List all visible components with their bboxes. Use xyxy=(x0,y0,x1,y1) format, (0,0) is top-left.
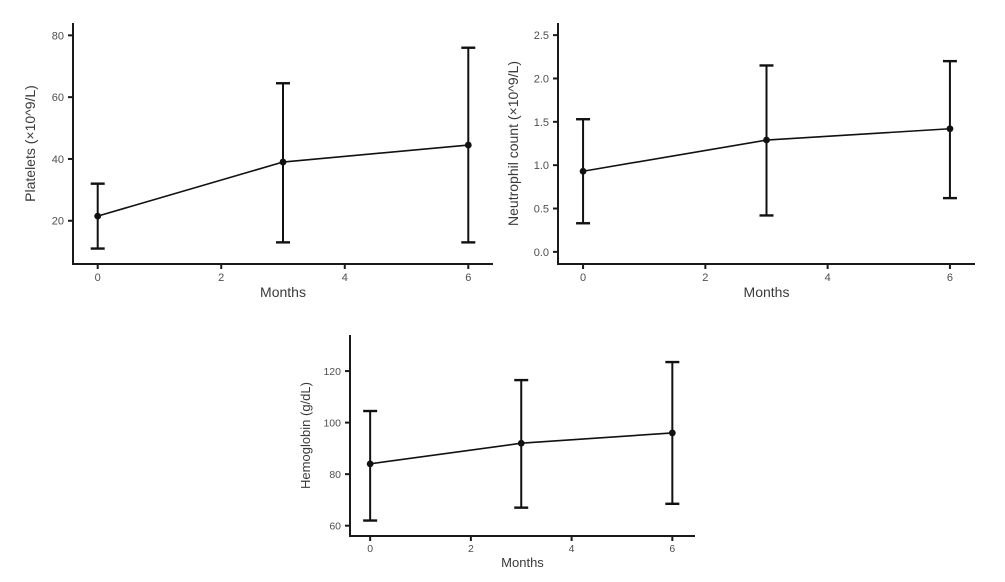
platelets-chart-panel: 20 40 60 80 0 2 4 6 Months Platelets (×10^9/L) xyxy=(0,0,500,305)
hemoglobin-chart-panel: 60 80 100 120 0 2 4 6 Months Hemoglobin (g/dL) xyxy=(280,300,742,582)
neutrophil-y-tick-label: 0.0 xyxy=(534,247,549,259)
platelets-y-tick-label: 40 xyxy=(52,154,64,166)
neutrophil-y-tick-label: 1.0 xyxy=(534,160,549,172)
hemoglobin-x-tick-label: 4 xyxy=(569,543,575,555)
platelets-y-tick-label: 20 xyxy=(52,216,64,228)
hemoglobin-x-tick-label: 0 xyxy=(367,543,373,555)
hemoglobin-y-tick-label: 60 xyxy=(329,520,341,532)
neutrophil-data-point xyxy=(946,125,954,133)
hemoglobin-data-point xyxy=(517,439,525,447)
neutrophil-chart-panel: 0.0 0.5 1.0 1.5 2.0 2.5 0 2 4 6 Months Neutrophil c… xyxy=(505,0,1005,305)
neutrophil-data-point xyxy=(579,167,587,175)
neutrophil-errorbar-chart: 0.0 0.5 1.0 1.5 2.0 2.5 0 2 4 6 Months Neutrophil c… xyxy=(505,23,975,300)
hemoglobin-y-tick-label: 120 xyxy=(323,366,341,378)
platelets-x-tick-label: 2 xyxy=(218,272,224,284)
hemoglobin-y-axis-title: Hemoglobin (g/dL) xyxy=(298,382,313,489)
neutrophil-data-point xyxy=(763,136,770,144)
neutrophil-x-tick-label: 6 xyxy=(947,272,953,284)
hemoglobin-x-axis-title: Months xyxy=(501,555,544,570)
platelets-x-axis-title: Months xyxy=(260,284,306,300)
hemoglobin-y-tick-label: 80 xyxy=(329,469,341,481)
platelets-y-axis-title: Platelets (×10^9/L) xyxy=(22,85,38,202)
hemoglobin-data-point xyxy=(366,460,374,468)
neutrophil-x-tick-label: 0 xyxy=(580,272,586,284)
neutrophil-x-tick-label: 2 xyxy=(702,272,708,284)
platelets-data-point xyxy=(464,141,472,149)
neutrophil-x-tick-label: 4 xyxy=(825,272,831,284)
neutrophil-y-tick-label: 2.5 xyxy=(534,30,549,42)
platelets-data-point xyxy=(94,212,102,220)
platelets-data-point xyxy=(279,158,287,166)
neutrophil-y-tick-label: 2.0 xyxy=(534,73,549,85)
platelets-x-tick-label: 0 xyxy=(95,272,101,284)
hemoglobin-errorbar-chart: 60 80 100 120 0 2 4 6 Months Hemoglobin (g/dL) xyxy=(298,335,695,570)
neutrophil-x-axis-title: Months xyxy=(744,284,790,300)
neutrophil-y-axis-title: Neutrophil count (×10^9/L) xyxy=(505,61,521,226)
hemoglobin-data-point xyxy=(668,429,676,437)
platelets-x-tick-label: 6 xyxy=(465,272,471,284)
neutrophil-y-tick-label: 1.5 xyxy=(534,117,549,129)
hemoglobin-x-tick-label: 6 xyxy=(669,543,675,555)
hemoglobin-y-tick-label: 100 xyxy=(323,417,341,429)
platelets-y-tick-label: 80 xyxy=(52,30,64,42)
platelets-errorbar-chart: 20 40 60 80 0 2 4 6 Months Platelets (×10^9/L) xyxy=(22,23,493,300)
neutrophil-y-tick-label: 0.5 xyxy=(534,203,549,215)
platelets-x-tick-label: 4 xyxy=(342,272,348,284)
hemoglobin-x-tick-label: 2 xyxy=(468,543,474,555)
platelets-y-tick-label: 60 xyxy=(52,92,64,104)
